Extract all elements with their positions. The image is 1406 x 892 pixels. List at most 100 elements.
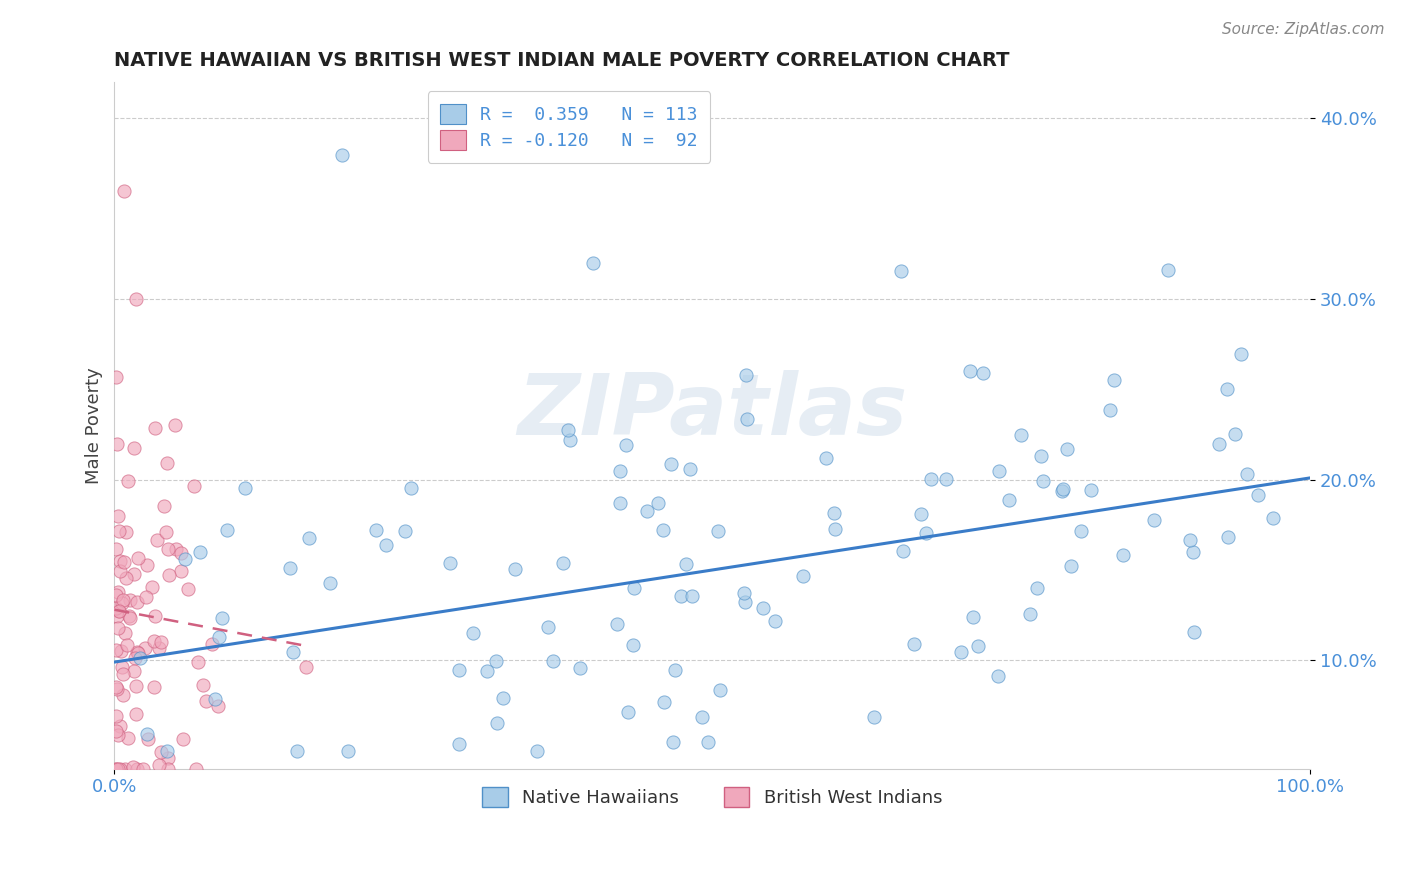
Point xyxy=(910,507,932,521)
Point xyxy=(186,762,208,776)
Point xyxy=(150,745,173,759)
Point xyxy=(1247,488,1270,502)
Point xyxy=(129,650,152,665)
Legend: Native Hawaiians, British West Indians: Native Hawaiians, British West Indians xyxy=(475,780,949,814)
Point xyxy=(1111,549,1133,563)
Point xyxy=(491,690,513,705)
Point xyxy=(156,456,179,470)
Point xyxy=(104,680,127,694)
Point xyxy=(183,479,205,493)
Point xyxy=(280,561,302,575)
Point xyxy=(107,508,129,523)
Point xyxy=(647,496,669,510)
Point xyxy=(439,556,461,570)
Point xyxy=(170,565,193,579)
Point xyxy=(824,522,846,536)
Point xyxy=(659,457,682,471)
Point xyxy=(107,604,129,618)
Point xyxy=(1208,436,1230,450)
Point xyxy=(707,524,730,539)
Point xyxy=(1215,383,1237,397)
Point xyxy=(127,550,149,565)
Point xyxy=(696,735,718,749)
Point xyxy=(156,542,179,557)
Point xyxy=(998,493,1021,508)
Point xyxy=(142,633,165,648)
Point xyxy=(207,698,229,713)
Point xyxy=(541,654,564,668)
Point xyxy=(111,596,134,610)
Point xyxy=(679,462,702,476)
Point xyxy=(157,568,180,582)
Point xyxy=(105,437,128,451)
Point xyxy=(675,557,697,571)
Point xyxy=(124,566,146,581)
Point xyxy=(107,620,129,634)
Point xyxy=(111,592,134,607)
Point xyxy=(537,620,560,634)
Point xyxy=(152,499,174,513)
Point xyxy=(150,634,173,648)
Point xyxy=(108,524,131,539)
Point xyxy=(1182,624,1205,639)
Point xyxy=(475,664,498,678)
Point xyxy=(1229,347,1251,361)
Point xyxy=(294,660,316,674)
Point xyxy=(1029,449,1052,463)
Point xyxy=(122,664,145,678)
Point xyxy=(709,682,731,697)
Point xyxy=(157,750,180,764)
Point xyxy=(104,588,127,602)
Point xyxy=(972,366,994,380)
Point xyxy=(606,616,628,631)
Point xyxy=(122,759,145,773)
Point xyxy=(110,660,132,674)
Point xyxy=(104,709,127,723)
Point xyxy=(609,464,631,478)
Point xyxy=(1032,475,1054,489)
Point xyxy=(609,496,631,510)
Point xyxy=(1080,483,1102,497)
Point xyxy=(125,645,148,659)
Point xyxy=(966,639,988,653)
Point xyxy=(557,423,579,437)
Point xyxy=(1010,427,1032,442)
Point xyxy=(115,524,138,539)
Point xyxy=(890,264,912,278)
Point xyxy=(134,640,156,655)
Point xyxy=(399,482,422,496)
Point xyxy=(124,706,146,721)
Point xyxy=(1050,483,1073,498)
Point xyxy=(690,710,713,724)
Point xyxy=(1026,581,1049,595)
Point xyxy=(1181,545,1204,559)
Point xyxy=(1056,442,1078,456)
Point xyxy=(114,571,136,585)
Point xyxy=(863,709,886,723)
Point xyxy=(1052,482,1074,496)
Point xyxy=(485,654,508,668)
Point xyxy=(1223,427,1246,442)
Point xyxy=(235,481,257,495)
Point xyxy=(623,582,645,596)
Point xyxy=(752,601,775,615)
Point xyxy=(374,538,396,552)
Point xyxy=(215,523,238,537)
Point xyxy=(187,655,209,669)
Point xyxy=(143,421,166,435)
Point xyxy=(891,544,914,558)
Point xyxy=(108,762,131,776)
Point xyxy=(962,609,984,624)
Point xyxy=(108,564,131,578)
Point xyxy=(114,626,136,640)
Point xyxy=(156,762,179,776)
Point xyxy=(336,743,359,757)
Text: Source: ZipAtlas.com: Source: ZipAtlas.com xyxy=(1222,22,1385,37)
Point xyxy=(614,438,637,452)
Point xyxy=(105,724,128,739)
Point xyxy=(115,638,138,652)
Point xyxy=(118,611,141,625)
Point xyxy=(148,641,170,656)
Point xyxy=(211,611,233,625)
Point xyxy=(108,604,131,618)
